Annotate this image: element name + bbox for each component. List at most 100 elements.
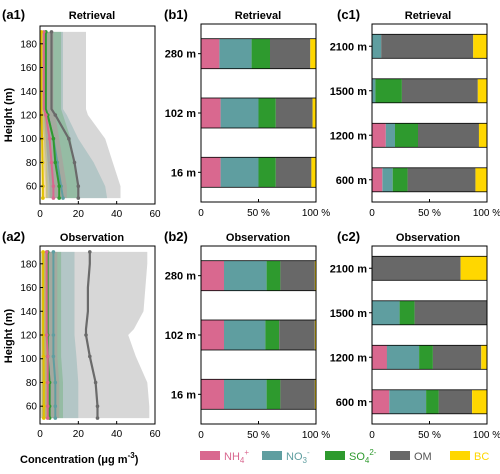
point-bc-a2 [41,333,45,337]
x-tick-label-b2: 0 [198,430,204,441]
line-bc-a1 [40,31,44,199]
point-nh4-a2 [45,404,50,409]
point-nh4-a2 [45,416,50,420]
category-label-b1: 16 m [171,167,196,179]
legend-swatch-no3 [262,451,282,460]
x-tick-label-a2: 0 [37,429,43,440]
bar-segment-so4-b2 [266,379,281,410]
line-bc-a2 [42,251,45,419]
line-nh4-a1 [42,31,55,199]
panel-label-c1: (c1) [337,7,360,22]
legend-swatch-bc [450,451,470,460]
point-nh4-a2 [44,333,49,337]
x-axis-label-unit: μg m [101,454,128,466]
panel-b2: (b2) Observation 280 m 102 m 16 m 0 50 % 100 … [164,229,330,441]
bar-segment-om-c1 [401,78,478,103]
band-om-a1 [43,31,121,199]
legend-label-bc: BC [474,451,489,463]
x-tick-label-a2: 60 [149,429,161,440]
category-label-c2: 1500 m [330,308,368,320]
bar-segment-bc-c2 [481,345,488,370]
plot-area-a1: 0 20 40 60 60 80 100 120 140 160 180 [20,30,161,220]
y-tick-label-a2: 160 [20,283,37,294]
panel-c1: (c1) Retrieval 2100 m 1500 m 1200 m 600 m 0 5… [330,7,500,219]
point-bc-a2 [42,404,46,409]
x-tick-label-a1: 0 [37,209,43,220]
category-label-c2: 1200 m [330,352,368,364]
x-tick-label-c2: 50 % [418,430,441,441]
point-om-a1 [76,196,81,200]
point-so4-a1 [53,160,58,165]
bar-segment-so4-c1 [395,123,418,148]
point-om-a2 [84,333,88,337]
point-so4-a1 [57,184,61,188]
y-tick-label-a2: 80 [26,378,38,389]
point-bc-a2 [41,354,46,359]
category-label-b1: 102 m [165,108,196,120]
bar-segment-nh4-c2 [372,345,387,370]
bar-segment-no3-b2 [224,320,266,350]
panel-b1: (b1) Retrieval 280 m 102 m 16 m 0 50 % 100 % [164,7,330,219]
point-om-a1 [67,136,71,141]
y-tick-label-a1: 180 [20,39,37,50]
panel-title-b2: Observation [226,232,290,244]
point-no3-a2 [51,354,56,359]
point-om-a1 [76,184,81,188]
bar-segment-bc-c2 [460,256,488,281]
bar-segment-om-b1 [270,38,311,69]
x-tick-label-c2: 100 % [473,430,500,441]
bar-segment-nh4-c1 [372,123,386,148]
point-bc-a1 [41,196,45,200]
panel-label-b2: (b2) [164,229,188,244]
bar-segment-no3-c2 [389,389,427,414]
point-so4-a1 [57,196,61,200]
bar-segment-om-c1 [407,167,476,192]
y-tick-label-a2: 100 [20,354,37,365]
point-om-a1 [53,113,58,117]
panel-title-b1: Retrieval [235,10,281,22]
x-tick-label-a1: 40 [111,209,123,220]
plot-area-b2: 280 m 102 m 16 m 0 50 % 100 % [165,260,330,441]
y-tick-label-a1: 120 [20,111,37,122]
bar-segment-no3-c1 [372,34,382,59]
bar-segment-so4-c2 [419,345,433,370]
band-no3-a1 [41,31,108,199]
panel-label-b1: (b1) [164,7,188,22]
y-tick-label-a1: 160 [20,63,37,74]
x-tick-label-b1: 0 [198,208,204,219]
category-label-b1: 280 m [165,49,196,61]
bar-segment-no3-b1 [220,157,259,188]
bar-segment-no3-b2 [224,260,267,291]
bar-segment-bc-c1 [475,167,487,192]
point-so4-a1 [51,136,56,141]
panel-label-a1: (a1) [2,7,25,22]
panel-title-a2: Observation [60,232,124,244]
bar-segment-bc-c2 [472,389,488,414]
category-label-c1: 1500 m [330,86,368,98]
y-tick-label-a2: 140 [20,307,37,318]
x-tick-label-a1: 60 [149,209,161,220]
category-label-c1: 2100 m [330,41,368,53]
bar-segment-so4-c2 [426,389,439,414]
point-nh4-a1 [47,136,52,141]
bar-segment-nh4-b1 [201,38,220,69]
x-tick-label-c1: 100 % [473,208,500,219]
point-no3-a2 [53,416,58,420]
legend-swatch-so4 [325,451,345,460]
point-om-a1 [49,30,54,34]
legend-label-om: OM [414,451,432,463]
line-om-a1 [50,31,80,199]
bar-segment-om-b2 [280,260,315,291]
y-tick-label-a1: 100 [20,134,37,145]
y-axis-label-a1: Height (m) [3,87,15,142]
point-nh4-a2 [45,354,50,359]
plot-area-c1: 2100 m 1500 m 1200 m 600 m 0 50 % 100 % [330,33,500,219]
x-tick-label-c1: 50 % [418,208,441,219]
point-nh4-a1 [44,113,48,117]
category-label-b2: 16 m [171,389,196,401]
plot-area-b1: 280 m 102 m 16 m 0 50 % 100 % [165,38,330,219]
category-label-c2: 2100 m [330,263,368,275]
bar-segment-so4-c1 [392,167,408,192]
